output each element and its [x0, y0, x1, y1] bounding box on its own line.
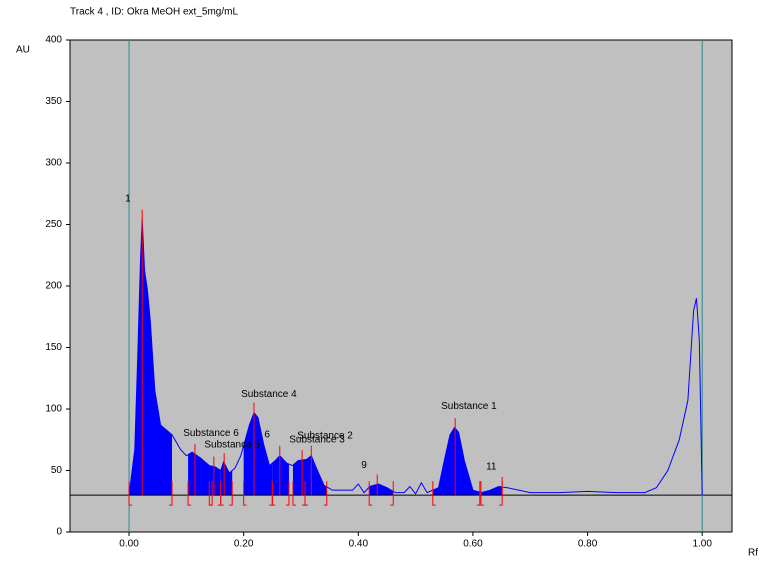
peak-bound-marker	[323, 481, 328, 506]
peak-bound-marker	[208, 481, 213, 506]
x-tick-label: 0.00	[119, 539, 139, 550]
peak-area	[209, 465, 221, 496]
peak-area	[188, 452, 213, 496]
y-tick-label: 250	[45, 219, 62, 230]
peak-area	[432, 427, 480, 496]
peak-bound-marker	[243, 481, 247, 506]
y-tick-label: 50	[51, 465, 63, 476]
y-tick-label: 350	[45, 96, 62, 107]
peak-bound-marker	[169, 481, 173, 506]
peak-bound-marker	[229, 481, 233, 506]
peak-bound-marker	[304, 481, 308, 506]
y-tick-label: 100	[45, 404, 62, 415]
peak-bound-marker	[390, 481, 394, 506]
peak-area	[272, 455, 289, 496]
x-tick-label: 0.40	[349, 539, 369, 550]
peak-bound-marker	[285, 481, 290, 506]
x-axis-label: Rf	[748, 548, 758, 559]
peak-area	[243, 412, 273, 496]
y-tick-label: 400	[45, 35, 62, 46]
peak-bound-marker	[128, 481, 133, 506]
chart-title: Track 4 , ID: Okra MeOH ext_5mg/mL	[70, 7, 238, 18]
y-tick-label: 200	[45, 281, 62, 292]
peak-label: Substance 3	[289, 434, 345, 445]
peak-bound-marker	[187, 481, 192, 506]
x-tick-label: 0.60	[463, 539, 483, 550]
peak-label: Substance 2	[297, 431, 353, 442]
peak-label: 6	[264, 429, 270, 440]
peak-label: Substance 6	[183, 428, 239, 439]
peak-bound-marker	[432, 481, 436, 506]
peak-label: Substance 5	[204, 439, 260, 450]
peak-label: Substance 4	[241, 389, 297, 400]
peak-bound-marker	[220, 481, 224, 506]
peak-bound-marker	[271, 481, 276, 506]
peak-label: Substance 1	[441, 401, 497, 412]
y-axis-label: AU	[16, 45, 30, 56]
peak-area	[480, 486, 503, 496]
x-tick-label: 0.80	[578, 539, 598, 550]
peak-area	[304, 455, 327, 496]
peak-area	[369, 484, 394, 496]
y-tick-label: 300	[45, 158, 62, 169]
peak-bound-marker	[368, 481, 373, 506]
peak-area	[220, 461, 233, 496]
y-tick-label: 0	[56, 527, 62, 538]
peak-label: 9	[361, 460, 367, 471]
peak-bound-marker	[476, 481, 481, 506]
peak-bound-marker	[480, 481, 484, 506]
peak-bound-marker	[499, 481, 503, 506]
peak-label: 11	[486, 461, 497, 472]
y-tick-label: 150	[45, 342, 62, 353]
peak-label: 1	[125, 193, 131, 204]
peak-area	[292, 459, 305, 496]
peak-bound-marker	[292, 481, 296, 506]
densitogram-line	[128, 219, 703, 496]
x-tick-label: 1.00	[692, 539, 712, 550]
x-tick-label: 0.20	[234, 539, 254, 550]
